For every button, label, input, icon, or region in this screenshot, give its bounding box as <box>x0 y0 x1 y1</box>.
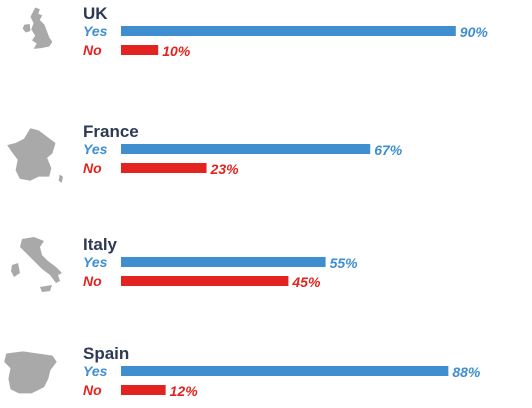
country-label-italy: Italy <box>83 235 118 254</box>
series-label-no-france: No <box>83 160 102 176</box>
value-label-yes-france: 67% <box>374 142 403 158</box>
bar-no-france <box>121 163 207 173</box>
bar-no-italy <box>121 276 289 286</box>
italy-map-icon <box>11 237 62 292</box>
country-label-spain: Spain <box>83 344 129 363</box>
series-label-yes-france: Yes <box>83 141 108 157</box>
value-label-yes-uk: 90% <box>460 24 489 40</box>
value-label-no-spain: 12% <box>170 383 199 399</box>
country-label-uk: UK <box>83 4 108 23</box>
value-label-yes-spain: 88% <box>452 364 481 380</box>
bar-no-spain <box>121 385 166 395</box>
series-label-no-spain: No <box>83 382 102 398</box>
uk-map-icon <box>22 7 53 49</box>
bar-yes-france <box>121 144 371 154</box>
value-label-no-france: 23% <box>210 161 240 177</box>
value-label-yes-italy: 55% <box>330 255 359 271</box>
bar-yes-uk <box>121 26 456 36</box>
bar-no-uk <box>121 45 159 55</box>
bar-yes-spain <box>121 366 449 376</box>
value-label-no-italy: 45% <box>291 274 321 290</box>
bar-yes-italy <box>121 257 326 267</box>
value-label-no-uk: 10% <box>162 43 191 59</box>
series-label-yes-spain: Yes <box>83 363 108 379</box>
france-map-icon <box>7 128 63 183</box>
series-label-yes-uk: Yes <box>83 23 108 39</box>
spain-map-icon <box>4 351 57 394</box>
series-label-yes-italy: Yes <box>83 254 108 270</box>
series-label-no-italy: No <box>83 273 102 289</box>
country-label-france: France <box>83 122 139 141</box>
series-label-no-uk: No <box>83 42 102 58</box>
